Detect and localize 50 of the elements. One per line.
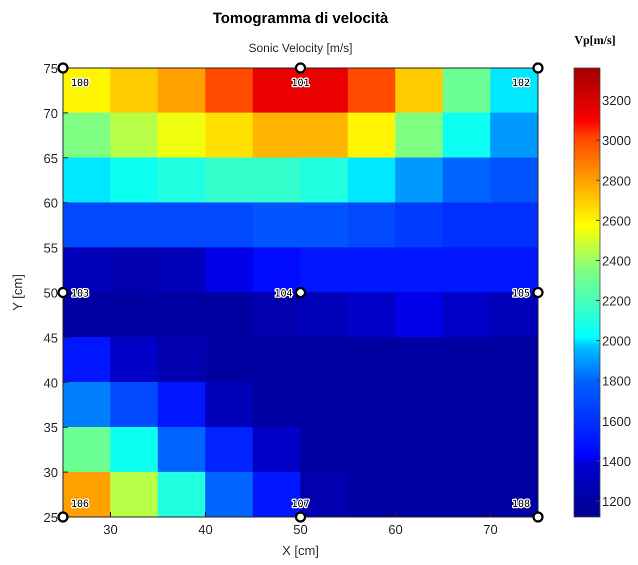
y-axis-title: Y [cm]: [10, 274, 25, 311]
color-bar-label: 2800: [602, 173, 631, 188]
annotation: 101: [291, 78, 310, 89]
point: [57, 62, 69, 74]
y-tick-label: 25: [44, 510, 58, 525]
color-bar-label: 3000: [602, 133, 631, 148]
point: [532, 62, 544, 74]
y-tick-label: 55: [44, 240, 58, 256]
y-tick-label: 30: [44, 465, 58, 480]
annotation: 105: [512, 288, 530, 300]
point: [294, 286, 306, 298]
annotation: 107: [291, 499, 310, 510]
annotation: 102: [512, 78, 530, 89]
x-tick-label: 50: [293, 522, 308, 537]
chart-title: Tomogramma di velocità: [212, 10, 389, 27]
y-tick-label: 50: [44, 286, 58, 300]
x-axis-title: X [cm]: [282, 543, 319, 558]
color-bar-label: 1400: [602, 454, 631, 469]
x-tick-label: 40: [198, 522, 213, 537]
y-tick-label: 45: [44, 330, 58, 346]
y-tick-label: 35: [44, 420, 58, 436]
annotation: 108: [512, 499, 530, 510]
point: [57, 286, 69, 298]
color-bar-label: 2600: [602, 213, 631, 228]
point: [294, 62, 306, 74]
x-tick-label: 60: [388, 522, 403, 537]
y-tick-label: 65: [44, 150, 58, 166]
annotation: 106: [71, 499, 90, 510]
color-bar-label: 1600: [602, 414, 631, 429]
annotation: 100: [71, 78, 90, 89]
x-tick-label: 30: [103, 522, 118, 537]
y-tick-label: 70: [44, 106, 58, 121]
point: [294, 511, 306, 523]
point: [57, 511, 69, 523]
color-bar-label: 2000: [602, 334, 631, 349]
color-bar-label: 1800: [602, 374, 631, 389]
color-bar-label: 1200: [602, 494, 631, 509]
annotation: 104: [274, 288, 292, 300]
color-bar-label: 2200: [602, 294, 631, 309]
y-tick-label: 60: [44, 196, 58, 211]
chart-subtitle: Sonic Velocity [m/s]: [248, 41, 353, 55]
point: [532, 511, 544, 523]
color-bar-label: 2400: [602, 253, 631, 268]
point: [532, 286, 544, 298]
y-tick-label: 75: [44, 61, 58, 76]
annotation: 103: [71, 288, 90, 300]
x-tick-label: 70: [483, 522, 498, 537]
color-bar-title: Vp[m/s]: [574, 33, 616, 47]
color-bar-label: 3200: [602, 93, 631, 108]
y-tick-label: 40: [44, 375, 58, 390]
